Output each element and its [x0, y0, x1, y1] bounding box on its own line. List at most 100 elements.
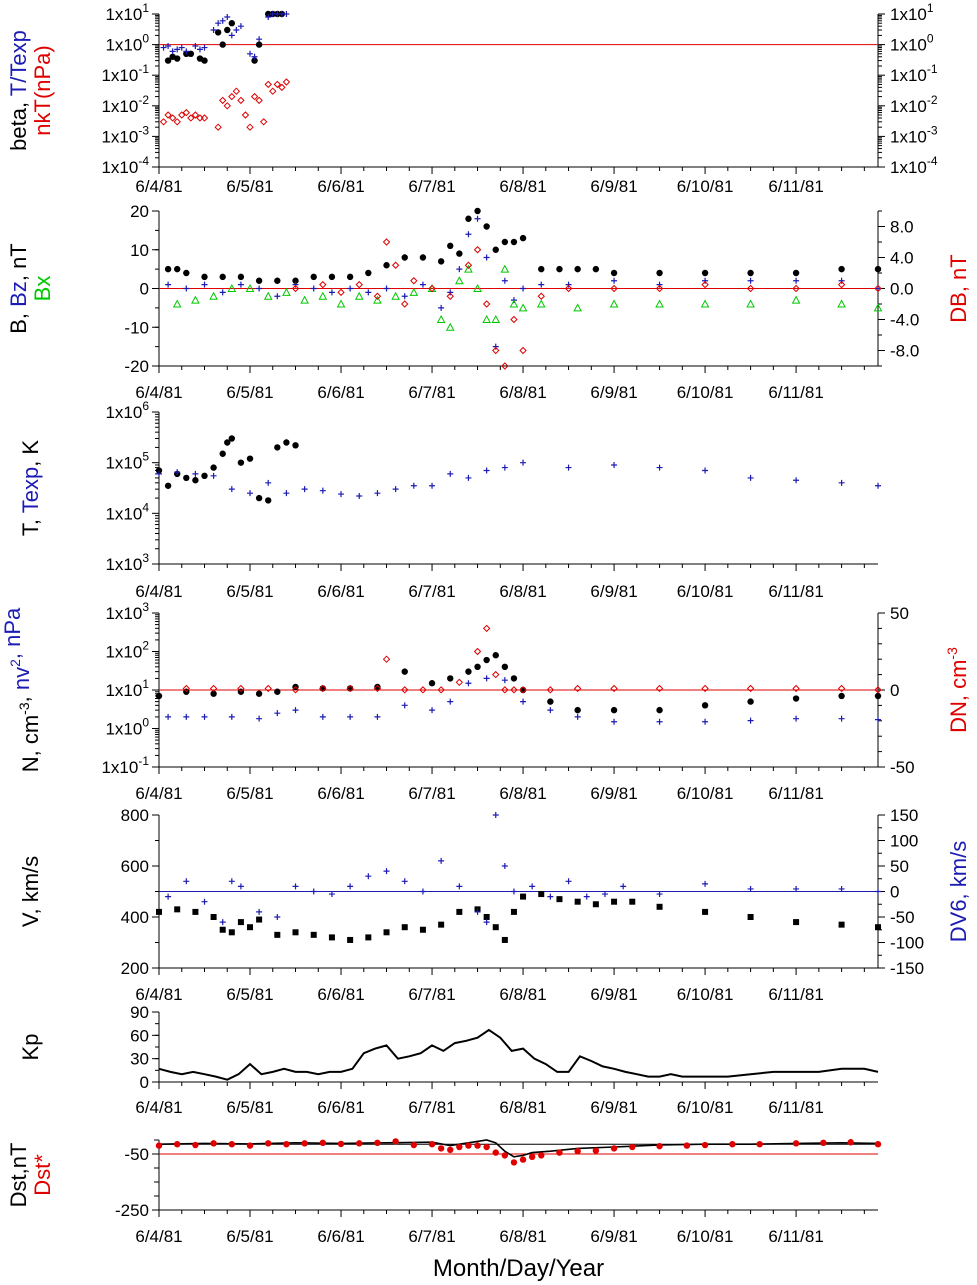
series-dst--point — [192, 1141, 199, 1149]
series-dst--point — [592, 1147, 600, 1154]
series-bz-point — [401, 293, 408, 300]
series-b-point — [701, 269, 709, 277]
series-n-point — [701, 702, 709, 709]
series-bz — [165, 215, 881, 350]
y-tick-label: 1x102 — [105, 639, 149, 662]
series-dst--point — [729, 1141, 736, 1148]
series-bz-point — [438, 304, 445, 311]
series-bx-point — [491, 314, 501, 323]
y-tick-label: 1x104 — [105, 500, 149, 523]
series-bz-point — [183, 285, 190, 292]
x-tick-label: 6/11/81 — [768, 784, 823, 803]
series-db-point — [610, 284, 618, 293]
series-dst--point — [510, 1159, 518, 1166]
series-texp-point — [356, 492, 363, 499]
series-nv2-point — [574, 713, 581, 720]
series-dst--point — [656, 1142, 663, 1150]
series-bz-point — [492, 343, 499, 350]
series-b-point — [838, 265, 845, 273]
series-bz-point — [656, 281, 663, 288]
x-tick-label: 6/5/81 — [226, 784, 273, 803]
series-nv2-point — [183, 713, 190, 720]
series-blue-point — [219, 17, 226, 24]
series-dn-point — [401, 686, 409, 694]
series-bx-point — [455, 276, 464, 285]
y-right-tick-label: 0 — [890, 883, 899, 902]
series-texp-point — [429, 482, 436, 489]
series-dv6-point — [565, 878, 572, 885]
series-dv6-point — [492, 812, 499, 818]
series-v-point — [629, 898, 636, 905]
series-blue-point — [224, 13, 231, 20]
series-dn-point — [510, 686, 518, 694]
series-bx — [172, 264, 883, 331]
series-blue-point — [169, 48, 176, 55]
x-tick-label: 6/6/81 — [317, 383, 364, 402]
series-b-point — [556, 265, 563, 273]
y-right-tick-label: -8.0 — [890, 342, 919, 361]
series-nv2-point — [702, 718, 709, 725]
series-dv6-point — [583, 893, 590, 900]
series-dv6-point — [483, 919, 490, 926]
y-right-tick-label: 1x101 — [890, 1, 934, 24]
panel-2: 6/4/81 6/5/81 6/6/81 6/7/81 6/8/81 6/9/81 6/10… — [6, 202, 971, 402]
x-tick-label: 6/5/81 — [226, 582, 273, 601]
x-tick-label: 6/10/81 — [677, 1098, 734, 1117]
series-dv6-point — [702, 880, 709, 887]
series-n-point — [501, 663, 509, 671]
series-texp-point — [192, 470, 199, 477]
series-red-point — [164, 111, 172, 119]
x-tick-label: 6/7/81 — [408, 177, 455, 196]
y-tick-label: 10 — [130, 241, 149, 260]
series-dv6-point — [419, 888, 426, 895]
x-tick-label: 6/9/81 — [590, 985, 637, 1004]
series-n-point — [428, 680, 436, 687]
y-axis-title-right: DN, cm-3 — [944, 647, 971, 733]
series-dv6-point — [256, 908, 263, 915]
series-nv2-point — [875, 716, 881, 723]
series-nv2-point — [347, 713, 354, 720]
series-b-point — [874, 265, 882, 273]
series-dv6-point — [310, 888, 317, 895]
y-right-tick-label: 150 — [890, 806, 918, 825]
series-bz-point — [256, 285, 263, 292]
series-dn-point — [573, 684, 582, 693]
series-dst--point — [428, 1141, 436, 1148]
series-v-point — [492, 924, 499, 931]
series-v-point — [483, 914, 490, 920]
panel-4: 6/4/81 6/5/81 6/6/81 6/7/81 6/8/81 6/9/81 6/10… — [0, 600, 971, 803]
series-nv2-point — [793, 715, 800, 722]
series-texp-point — [875, 482, 881, 489]
series-b-point — [310, 273, 317, 281]
series-bx-point — [700, 299, 710, 308]
series-dst--point — [174, 1141, 181, 1148]
series-t-point — [246, 455, 254, 462]
series-t-point — [228, 435, 236, 442]
series-bz-point — [538, 281, 545, 288]
series-dv6-point — [228, 878, 235, 885]
series-dn-point — [346, 684, 354, 693]
series-bx-point — [172, 299, 182, 308]
series-dn-point — [291, 686, 300, 694]
series-dst--point — [155, 1142, 163, 1149]
series-dst--point — [792, 1140, 800, 1147]
series-bz-point — [274, 293, 281, 300]
series-bz-point — [838, 277, 845, 284]
series-b-point — [365, 269, 372, 277]
x-tick-label: 6/9/81 — [590, 177, 637, 196]
series-dv6-point — [183, 878, 190, 885]
series-dst--point — [392, 1138, 399, 1145]
series-nv2-point — [838, 715, 845, 722]
x-tick-label: 6/7/81 — [408, 1227, 455, 1246]
y-right-tick-label: 50 — [890, 604, 909, 623]
x-tick-label: 6/7/81 — [408, 1098, 455, 1117]
series-v-point — [520, 893, 527, 900]
x-tick-label: 6/4/81 — [135, 784, 182, 803]
x-tick-label: 6/10/81 — [677, 177, 734, 196]
series-kp-line — [158, 1028, 879, 1081]
series-v-point — [838, 921, 845, 928]
series-db-point — [428, 284, 436, 293]
y-axis-title-2: nkT(nPa) — [30, 45, 55, 135]
y-right-tick-label: 8.0 — [890, 218, 914, 237]
series-blue-point — [210, 27, 217, 34]
